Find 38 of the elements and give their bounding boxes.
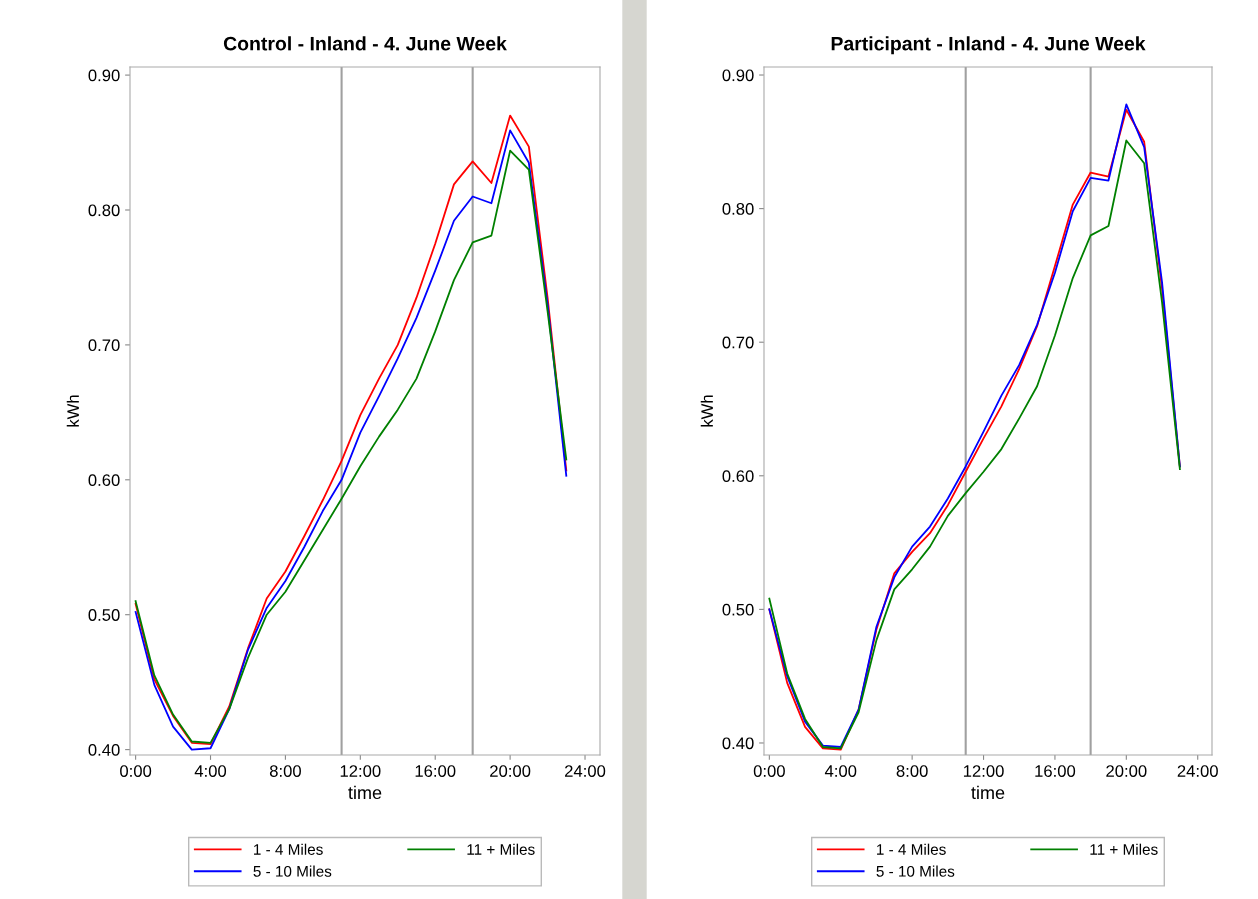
y-tick-label: 0.90: [88, 69, 120, 82]
legend-label: 5 - 10 Miles: [253, 865, 332, 877]
legend-label: 11 + Miles: [1090, 843, 1158, 855]
y-tick-label: 0.80: [88, 204, 120, 217]
x-axis-title: time: [971, 785, 1005, 800]
x-tick-label: 20:00: [1106, 765, 1147, 777]
legend-label: 1 - 4 Miles: [254, 843, 323, 855]
x-tick-label: 0:00: [120, 765, 152, 777]
y-tick-label: 0.40: [722, 737, 754, 750]
y-tick-label: 0.40: [88, 744, 120, 756]
x-tick-label: 4:00: [824, 765, 857, 777]
x-tick-label: 20:00: [490, 765, 531, 777]
x-tick-label: 8:00: [269, 765, 301, 777]
x-tick-label: 12:00: [963, 765, 1004, 777]
x-tick-label: 24:00: [565, 765, 606, 777]
y-tick-label: 0.60: [88, 474, 120, 486]
y-tick-label: 0.80: [722, 203, 754, 215]
chart-title: Control - Inland - 4. June Week: [223, 36, 507, 51]
x-tick-label: 24:00: [1177, 765, 1218, 777]
x-tick-label: 0:00: [753, 765, 785, 777]
x-tick-label: 16:00: [415, 765, 456, 777]
y-tick-label: 0.50: [722, 603, 754, 616]
y-tick-label: 0.60: [722, 470, 754, 482]
y-tick-label: 0.90: [722, 69, 754, 82]
y-tick-label: 0.70: [722, 336, 754, 349]
legend-label: 11 + Miles: [467, 843, 535, 855]
y-axis-title: kWh: [700, 395, 713, 427]
legend-label: 1 - 4 Miles: [877, 843, 946, 855]
y-tick-label: 0.70: [88, 339, 120, 352]
chart-title: Participant - Inland - 4. June Week: [831, 36, 1146, 55]
legend-label: 5 - 10 Miles: [876, 865, 955, 877]
y-tick-label: 0.50: [88, 609, 120, 621]
y-axis-title: kWh: [66, 395, 79, 427]
x-tick-label: 8:00: [896, 765, 928, 777]
x-tick-label: 4:00: [194, 765, 227, 777]
x-tick-label: 16:00: [1035, 765, 1076, 777]
x-tick-label: 12:00: [340, 765, 381, 777]
x-axis-title: time: [348, 785, 382, 800]
